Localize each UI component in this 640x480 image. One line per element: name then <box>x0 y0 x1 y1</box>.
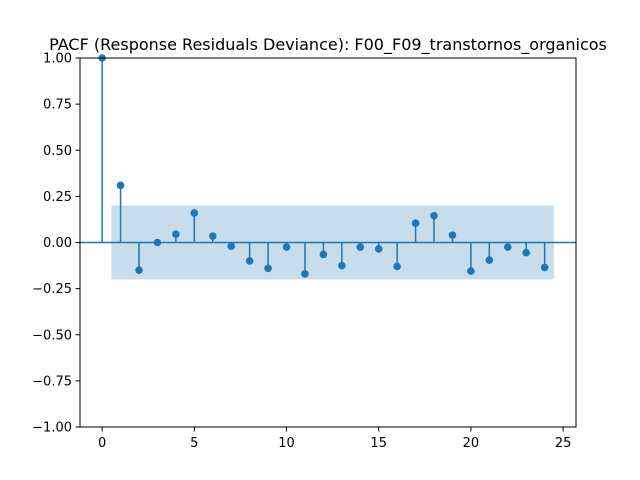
y-tick-label: 0.25 <box>43 190 72 205</box>
stem-marker-lag-4 <box>172 230 180 238</box>
stem-marker-lag-12 <box>319 250 328 259</box>
stem-marker-lag-20 <box>467 267 475 275</box>
x-axis: 0 5 10 15 20 25 <box>98 427 571 451</box>
x-tick-label: 0 <box>98 436 106 451</box>
stem-marker-lag-7 <box>227 242 235 250</box>
y-tick-label: 0.75 <box>43 98 72 113</box>
x-tick-label: 25 <box>555 436 572 451</box>
stem-marker-lag-22 <box>503 243 512 251</box>
stem-marker-lag-1 <box>116 181 125 190</box>
x-tick-label: 20 <box>463 436 480 451</box>
y-tick-label: −1.00 <box>32 421 72 436</box>
stem-marker-lag-17 <box>411 219 420 227</box>
stem-marker-lag-13 <box>338 261 346 270</box>
stem-marker-lag-14 <box>356 243 365 251</box>
stem-marker-lag-8 <box>245 257 254 265</box>
y-tick-label: 0.00 <box>43 236 72 251</box>
x-tick-label: 15 <box>370 436 387 451</box>
stem-marker-lag-5 <box>190 209 199 217</box>
stem-marker-lag-24 <box>540 263 549 272</box>
x-tick-label: 5 <box>190 436 198 451</box>
stem-marker-lag-11 <box>301 270 309 278</box>
y-tick-label: 1.00 <box>43 52 72 67</box>
chart-title: PACF (Response Residuals Deviance): F00_… <box>49 35 607 55</box>
stem-marker-lag-23 <box>522 248 531 257</box>
stem-marker-lag-6 <box>208 232 217 240</box>
stem-marker-lag-10 <box>282 243 291 251</box>
y-tick-label: −0.25 <box>32 282 72 297</box>
y-tick-label: 0.50 <box>43 144 72 159</box>
stem-marker-lag-18 <box>430 211 438 220</box>
y-axis: −1.00 −0.75 −0.50 −0.25 0.00 0.25 0.50 0.75 1.00 <box>32 52 80 436</box>
stem-marker-lag-19 <box>448 231 457 239</box>
y-tick-label: −0.75 <box>32 374 72 389</box>
stem-marker-lag-9 <box>264 264 272 273</box>
stem-marker-lag-3 <box>153 238 162 247</box>
stem-marker-lag-16 <box>393 262 401 271</box>
x-tick-label: 10 <box>278 436 295 451</box>
stem-marker-lag-15 <box>374 245 383 253</box>
y-tick-label: −0.50 <box>32 328 72 343</box>
stem-marker-lag-21 <box>485 256 494 264</box>
stem-marker-lag-2 <box>135 266 143 274</box>
